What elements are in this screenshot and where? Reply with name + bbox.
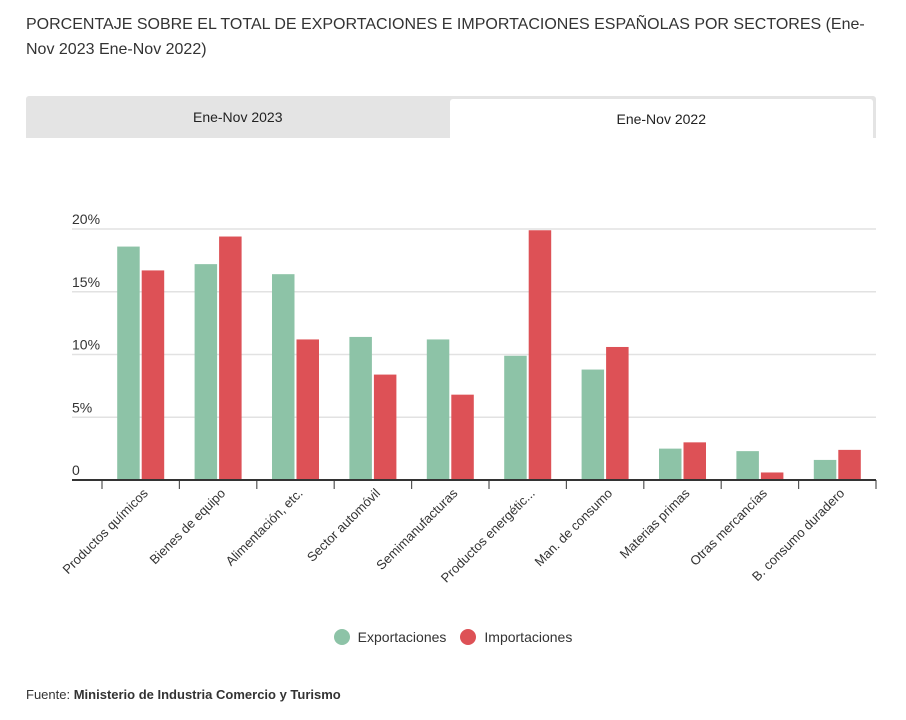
x-tick-label: Materias primas	[617, 485, 693, 561]
x-tick-label: Sector automóvil	[304, 485, 383, 564]
bar-importaciones	[451, 394, 474, 480]
bar-importaciones	[760, 472, 784, 480]
legend-label: Importaciones	[484, 629, 573, 645]
x-tick-label: Productos químicos	[59, 485, 151, 577]
bar-exportaciones	[813, 459, 837, 480]
legend: Exportaciones Importaciones	[0, 629, 906, 645]
bar-exportaciones	[736, 451, 759, 480]
x-tick-label: Bienes de equipo	[147, 486, 229, 568]
bar-importaciones	[296, 339, 319, 480]
bar-exportaciones	[194, 264, 218, 480]
y-tick-label: 20%	[72, 211, 100, 227]
y-tick-label: 0	[72, 462, 80, 478]
bar-exportaciones	[581, 369, 605, 480]
y-tick-label: 10%	[72, 337, 100, 353]
y-tick-label: 5%	[72, 399, 92, 415]
chart-title: PORCENTAJE SOBRE EL TOTAL DE EXPORTACION…	[26, 16, 865, 58]
bar-exportaciones	[504, 355, 527, 480]
bar-exportaciones	[426, 339, 450, 480]
source-label: Fuente:	[26, 687, 71, 702]
exportaciones-swatch	[333, 629, 350, 645]
bar-importaciones	[219, 236, 242, 480]
bar-importaciones	[373, 374, 397, 480]
x-tick-label: Man. de consumo	[532, 486, 616, 570]
x-tick-label: Otras mercancías	[687, 485, 770, 568]
period-tabs: Ene-Nov 2023 Ene-Nov 2022	[26, 96, 876, 138]
importaciones-swatch	[460, 629, 477, 645]
bar-importaciones	[606, 346, 629, 480]
bar-exportaciones	[349, 336, 372, 480]
bar-importaciones	[528, 230, 552, 480]
bar-importaciones	[683, 442, 706, 480]
bar-importaciones	[838, 449, 861, 480]
x-tick-label: Semimanufacturas	[373, 485, 461, 573]
bar-exportaciones	[659, 448, 682, 480]
y-tick-label: 15%	[72, 274, 100, 290]
tab-ene-nov-2023[interactable]: Ene-Nov 2023	[192, 109, 283, 125]
tab-ene-nov-2022[interactable]: Ene-Nov 2022	[449, 99, 873, 138]
bar-importaciones	[141, 270, 165, 480]
legend-item-importaciones[interactable]: Importaciones	[460, 629, 572, 645]
legend-label: Exportaciones	[357, 629, 447, 645]
source-note: Fuente: Ministerio de Industria Comercio…	[26, 687, 341, 702]
bar-exportaciones	[117, 246, 140, 480]
x-tick-label: Alimentación, etc.	[222, 486, 305, 569]
source-value: Ministerio de Industria Comercio y Turis…	[73, 687, 341, 702]
legend-item-exportaciones[interactable]: Exportaciones	[333, 629, 447, 645]
bar-exportaciones	[272, 274, 295, 480]
